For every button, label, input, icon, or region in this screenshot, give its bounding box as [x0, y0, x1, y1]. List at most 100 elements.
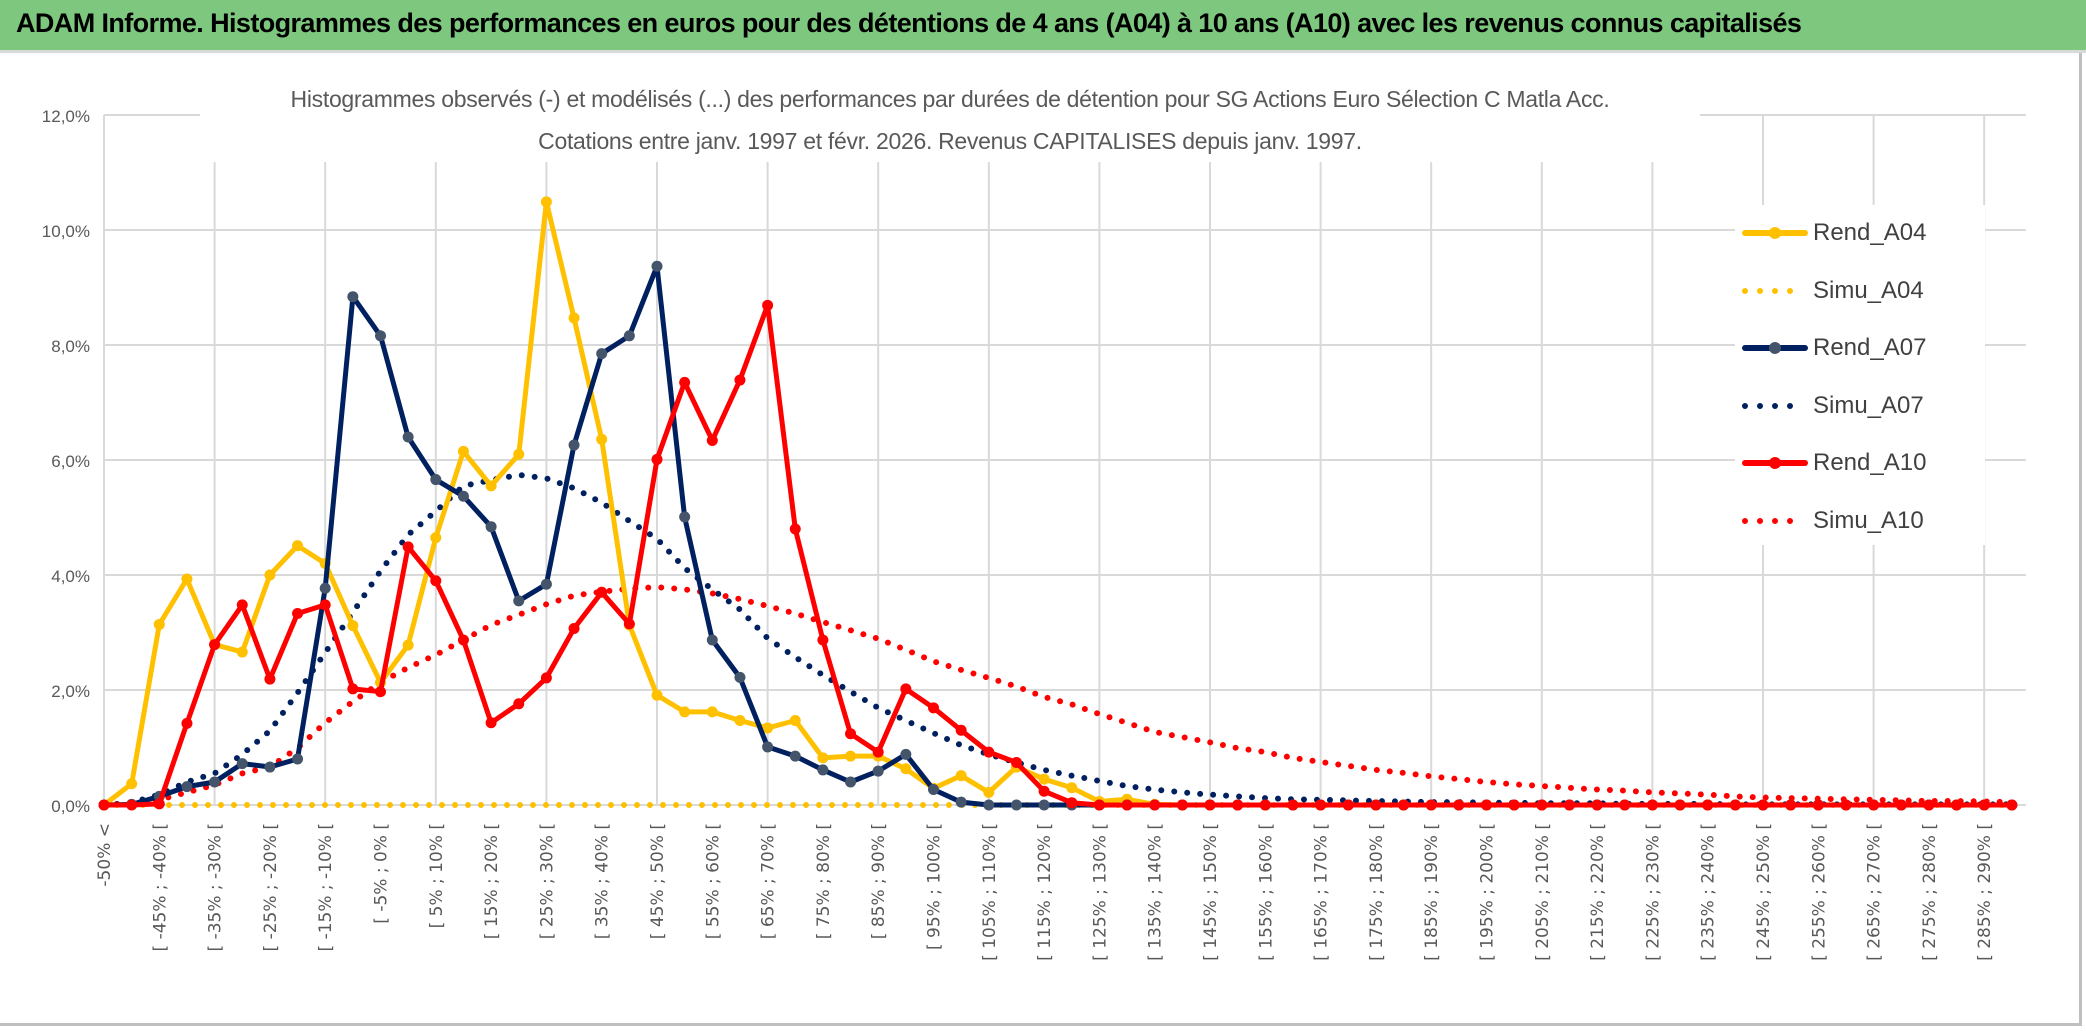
data-point-rend_a10 [734, 374, 746, 386]
data-point-rend_a10 [1481, 799, 1492, 811]
data-point-rend_a10 [900, 683, 912, 695]
data-point-rend_a07 [264, 761, 276, 773]
series-line-rend_a10 [104, 302, 2012, 808]
legend-dotted-line-icon [1742, 517, 1806, 524]
data-point-rend_a04 [292, 540, 304, 552]
x-tick-label: [ -5% ; 0% [ [372, 823, 392, 924]
y-tick-label: 4,0% [51, 567, 90, 586]
data-point-rend_a04 [955, 770, 967, 782]
data-point-rend_a10 [319, 599, 331, 611]
legend-item-simu_a07: Simu_A07 [1741, 386, 1981, 426]
data-point-rend_a10 [513, 698, 525, 710]
data-point-rend_a10 [623, 618, 635, 630]
chart-title-line-1: Histogrammes observés (-) et modélisés (… [290, 86, 1610, 112]
x-tick-label: [ 285% ; 290% [ [1975, 823, 1995, 961]
data-point-rend_a10 [1425, 799, 1437, 811]
x-tick-label: [ 125% ; 130% [ [1090, 823, 1110, 961]
data-point-rend_a10 [1370, 799, 1382, 811]
x-tick-label: [ 165% ; 170% [ [1312, 823, 1332, 961]
data-point-rend_a07 [817, 764, 829, 776]
data-point-rend_a10 [347, 683, 359, 695]
y-tick-label: 8,0% [51, 337, 90, 356]
data-point-rend_a10 [1895, 799, 1907, 811]
data-point-rend_a07 [236, 758, 248, 770]
data-point-rend_a07 [845, 776, 857, 788]
data-point-rend_a10 [1840, 799, 1852, 811]
data-point-rend_a04 [402, 639, 414, 651]
data-point-rend_a10 [1093, 799, 1105, 811]
x-tick-label: [ -35% ; -30% [ [206, 823, 226, 951]
data-point-rend_a10 [789, 523, 801, 535]
x-tick-label: [ 5% ; 10% [ [427, 823, 447, 928]
data-point-rend_a04 [126, 778, 138, 790]
report-title: ADAM Informe. Histogrammes des performan… [16, 8, 1802, 38]
x-tick-label: [ 245% ; 250% [ [1754, 823, 1774, 961]
data-point-rend_a07 [983, 799, 995, 811]
data-point-rend_a10 [2006, 799, 2018, 811]
chart-title-line-2: Cotations entre janv. 1997 et févr. 2026… [538, 128, 1362, 154]
data-point-rend_a10 [1674, 799, 1686, 811]
data-point-rend_a07 [623, 330, 635, 342]
legend-label: Simu_A10 [1813, 506, 1924, 534]
data-point-rend_a07 [762, 741, 774, 753]
data-point-rend_a07 [596, 348, 608, 360]
data-point-rend_a07 [568, 439, 580, 451]
data-point-rend_a10 [706, 434, 718, 446]
x-tick-label: [ 215% ; 220% [ [1588, 823, 1608, 961]
data-point-rend_a07 [319, 582, 331, 594]
series-line-rend_a07 [103, 263, 2012, 808]
data-point-rend_a04 [347, 620, 359, 632]
y-tick-label: 12,0% [42, 107, 90, 126]
data-point-rend_a04 [845, 750, 857, 762]
data-point-rend_a07 [347, 291, 359, 303]
data-point-rend_a07 [872, 765, 884, 777]
data-point-rend_a10 [1149, 799, 1161, 811]
data-point-rend_a10 [928, 702, 939, 714]
x-tick-label: [ 75% ; 80% [ [814, 823, 834, 939]
legend-item-rend_a10: Rend_A10 [1741, 443, 1981, 483]
data-point-rend_a07 [485, 521, 497, 533]
x-tick-label: [ 105% ; 110% [ [980, 823, 1000, 961]
data-point-rend_a10 [651, 453, 663, 465]
x-tick-label: [ 255% ; 260% [ [1809, 823, 1829, 961]
data-point-rend_a04 [1066, 782, 1078, 794]
x-tick-label: [ 195% ; 200% [ [1478, 823, 1498, 961]
data-point-rend_a07 [789, 750, 801, 762]
data-point-rend_a10 [1010, 756, 1022, 768]
data-point-rend_a10 [292, 608, 304, 620]
data-point-rend_a10 [1121, 799, 1133, 811]
data-point-rend_a10 [1453, 799, 1465, 811]
series-line-simu_a10 [101, 584, 2015, 808]
data-point-rend_a10 [1066, 797, 1078, 809]
x-tick-label: [ -45% ; -40% [ [150, 823, 170, 951]
x-tick-label: [ 45% ; 50% [ [648, 823, 668, 939]
data-point-rend_a04 [679, 706, 691, 718]
data-point-rend_a10 [1757, 799, 1769, 811]
data-point-rend_a07 [513, 595, 525, 607]
series-line-rend_a04 [102, 199, 2012, 808]
data-point-rend_a10 [568, 622, 580, 634]
data-point-rend_a10 [1702, 799, 1714, 811]
data-point-rend_a10 [845, 728, 857, 740]
data-point-rend_a07 [209, 776, 221, 788]
data-point-rend_a07 [430, 474, 442, 486]
data-point-rend_a10 [402, 541, 414, 553]
data-point-rend_a10 [1536, 799, 1548, 811]
data-point-rend_a10 [1508, 799, 1520, 811]
x-tick-label: [ 115% ; 120% [ [1035, 823, 1055, 961]
data-point-rend_a04 [734, 714, 746, 726]
x-tick-label: [ 225% ; 230% [ [1643, 823, 1663, 961]
x-tick-label: [ 25% ; 30% [ [537, 823, 557, 939]
data-point-rend_a10 [375, 686, 386, 698]
data-point-rend_a10 [98, 799, 110, 811]
data-point-rend_a10 [1315, 799, 1327, 811]
data-point-rend_a10 [1591, 799, 1603, 811]
data-point-rend_a10 [983, 746, 995, 758]
x-tick-label: [ 55% ; 60% [ [703, 823, 723, 939]
y-tick-label: 2,0% [51, 682, 90, 701]
data-point-rend_a04 [540, 196, 552, 208]
data-point-rend_a10 [1923, 799, 1935, 811]
legend-line-marker-icon [1742, 457, 1808, 469]
data-point-rend_a10 [1342, 799, 1354, 811]
